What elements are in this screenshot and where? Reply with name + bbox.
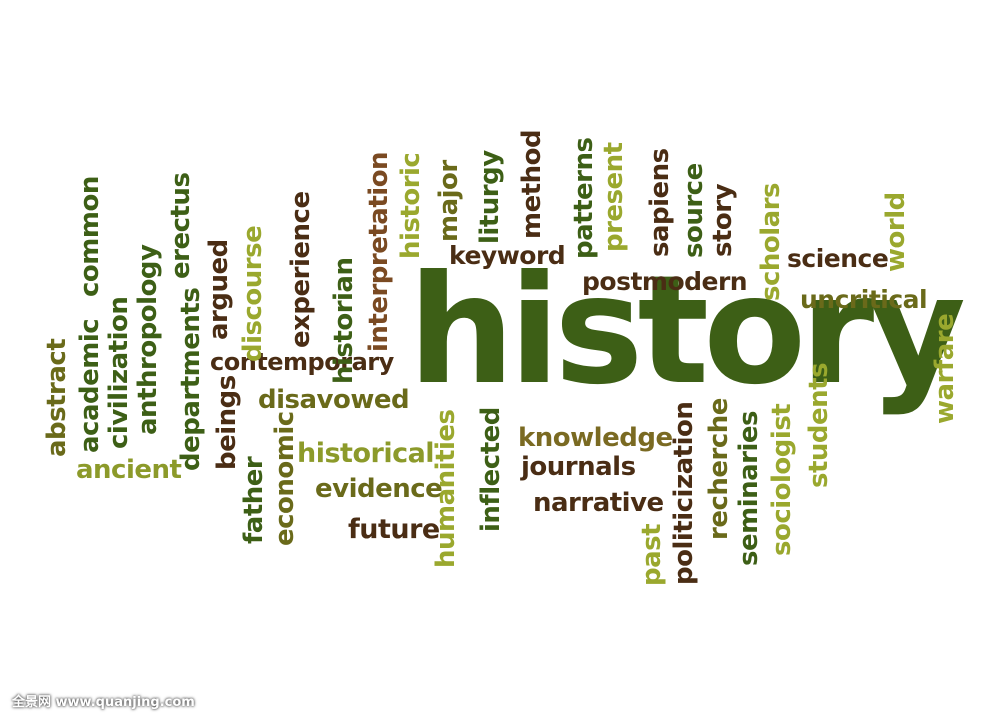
word-keyword: keyword: [449, 241, 566, 270]
word-discourse: discourse: [238, 225, 268, 362]
word-narrative: narrative: [533, 488, 664, 518]
word-interpretation: interpretation: [364, 151, 394, 352]
word-recherche: recherche: [704, 398, 734, 540]
word-economic: economic: [270, 411, 300, 546]
word-beings: beings: [212, 375, 242, 470]
word-abstract: abstract: [42, 338, 72, 457]
word-argued: argued: [204, 239, 234, 340]
word-historical: historical: [297, 438, 435, 469]
word-politicization: politicization: [669, 401, 699, 585]
word-history: history: [408, 244, 966, 418]
word-experience: experience: [286, 191, 316, 348]
word-sapiens: sapiens: [645, 148, 675, 257]
word-future: future: [348, 514, 440, 545]
word-humanities: humanities: [431, 409, 461, 568]
word-liturgy: liturgy: [475, 150, 505, 244]
word-disavowed: disavowed: [258, 385, 410, 415]
word-source: source: [679, 163, 709, 258]
word-present: present: [599, 142, 629, 252]
word-warfare: warfare: [930, 313, 960, 424]
word-contemporary: contemporary: [210, 348, 394, 376]
word-uncritical: uncritical: [800, 285, 928, 314]
word-science: science: [787, 244, 889, 273]
word-sociologist: sociologist: [767, 403, 797, 556]
word-departments: departments: [176, 287, 206, 471]
watermark: 全景网 www.quanjing.com: [12, 695, 195, 710]
word-seminaries: seminaries: [734, 410, 764, 566]
word-patterns: patterns: [569, 137, 599, 259]
word-evidence: evidence: [315, 474, 443, 504]
word-major: major: [434, 160, 464, 242]
word-anthropology: anthropology: [133, 244, 163, 436]
word-past: past: [637, 523, 667, 586]
word-knowledge: knowledge: [518, 423, 673, 453]
word-historic: historic: [396, 152, 426, 259]
word-world: world: [881, 192, 911, 272]
word-method: method: [517, 129, 547, 239]
word-students: students: [804, 362, 834, 488]
word-civilization: civilization: [104, 296, 134, 449]
word-academic: academic: [75, 318, 105, 453]
word-historian: historian: [329, 257, 359, 384]
word-erectus: erectus: [166, 172, 196, 279]
word-father: father: [239, 456, 269, 544]
word-ancient: ancient: [76, 455, 182, 485]
word-scholars: scholars: [756, 182, 786, 301]
word-common: common: [75, 176, 105, 297]
word-journals: journals: [521, 452, 636, 482]
word-inflected: inflected: [476, 407, 506, 532]
word-postmodern: postmodern: [582, 267, 748, 296]
word-story: story: [708, 183, 738, 257]
